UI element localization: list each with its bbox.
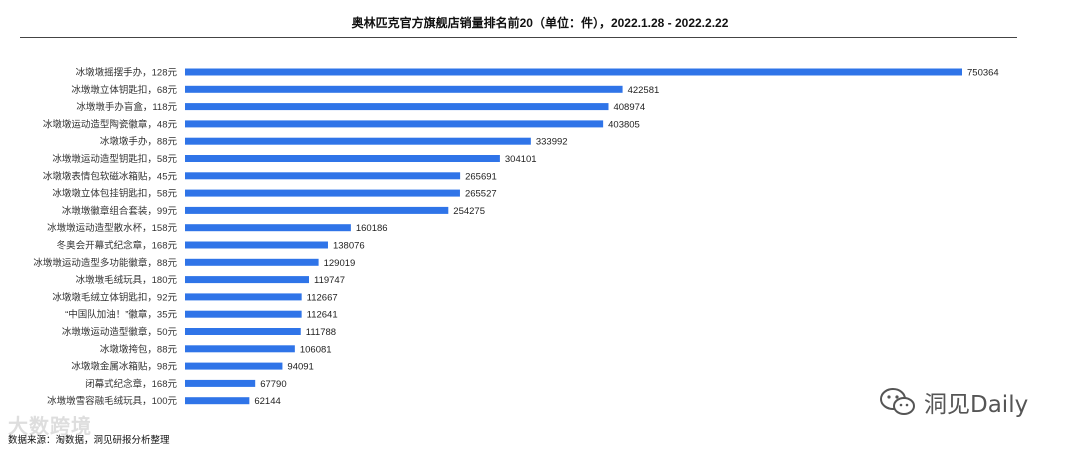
category-label: 冰墩墩手办，88元: [100, 136, 178, 148]
bar: [185, 310, 302, 318]
value-label: 111788: [306, 327, 336, 338]
value-label: 265527: [465, 189, 497, 200]
chart-title: 奥林匹克官方旗舰店销量排名前20（单位：件），2022.1.28 - 2022.…: [351, 16, 729, 30]
category-label: 冰墩墩运动造型多功能徽章，88元: [33, 257, 177, 269]
category-label: 冰墩墩表情包软磁冰箱贴，45元: [43, 170, 178, 182]
value-label: 67790: [260, 379, 286, 390]
bar: [185, 85, 623, 93]
bar: [185, 137, 531, 145]
category-label: 冰墩墩挎包，88元: [100, 343, 178, 355]
bar: [185, 293, 302, 301]
category-label: 冰墩墩徽章组合套装，99元: [62, 205, 178, 217]
category-label: “中国队加油！”徽章，35元: [65, 309, 177, 321]
wechat-icon: [880, 388, 915, 415]
source-note: 数据来源：淘数据，洞见研报分析整理: [8, 435, 170, 446]
value-label: 333992: [536, 137, 568, 148]
bar: [185, 328, 301, 335]
bar: [185, 103, 609, 111]
value-label: 304101: [505, 154, 537, 165]
bar: [185, 68, 962, 76]
bar: [185, 276, 309, 284]
category-label: 冰墩墩运动造型陶瓷徽章，48元: [43, 118, 178, 130]
value-label: 94091: [287, 362, 313, 373]
bar: [185, 189, 460, 197]
bar: [185, 345, 295, 353]
category-label: 冰墩墩立体钥匙扣，68元: [71, 84, 177, 96]
bar: [185, 206, 449, 214]
value-label: 422581: [628, 85, 660, 96]
category-label: 冰墩墩雪容融毛绒玩具，100元: [47, 395, 177, 407]
value-label: 62144: [254, 396, 280, 407]
brand-name: 洞见Daily: [924, 392, 1029, 418]
value-label: 129019: [324, 258, 356, 269]
brand-logo: 洞见Daily: [878, 385, 1028, 419]
category-label: 冰墩墩运动造型徽章，50元: [62, 326, 178, 338]
bar: [185, 397, 250, 405]
title-divider: [20, 37, 1017, 38]
category-label: 冬奥会开幕式纪念章，168元: [57, 240, 178, 252]
value-label: 750364: [967, 68, 999, 79]
bar: [185, 362, 283, 370]
category-label: 冰墩墩运动造型散水杯，158元: [47, 222, 177, 234]
category-label: 冰墩墩运动造型钥匙扣，58元: [52, 153, 177, 165]
category-label: 冰墩墩毛绒立体钥匙扣，92元: [52, 291, 177, 303]
value-label: 112667: [307, 292, 338, 303]
value-label: 106081: [300, 344, 332, 355]
category-label: 冰墩墩金属冰箱贴，98元: [71, 361, 177, 373]
category-label: 冰墩墩摇摆手办，128元: [76, 67, 178, 79]
category-label: 闭幕式纪念章，168元: [85, 378, 177, 390]
bar: [185, 258, 319, 266]
watermark: 大数跨境: [8, 416, 92, 438]
bar: [185, 155, 500, 162]
bar: [185, 224, 351, 232]
value-label: 112641: [307, 310, 338, 321]
category-label: 冰墩墩立体包挂钥匙扣，58元: [52, 188, 177, 200]
value-label: 119747: [314, 275, 345, 286]
category-label: 冰墩墩毛绒玩具，180元: [76, 274, 178, 286]
value-label: 403805: [608, 119, 640, 130]
bar: [185, 241, 328, 249]
bar: [185, 379, 256, 387]
value-label: 160186: [356, 223, 388, 234]
value-label: 138076: [333, 241, 365, 252]
bar: [185, 120, 604, 128]
value-label: 254275: [453, 206, 485, 217]
value-label: 265691: [465, 171, 497, 182]
value-label: 408974: [613, 102, 645, 113]
bar: [185, 172, 461, 180]
category-label: 冰墩墩手办盲盒，118元: [76, 101, 177, 113]
